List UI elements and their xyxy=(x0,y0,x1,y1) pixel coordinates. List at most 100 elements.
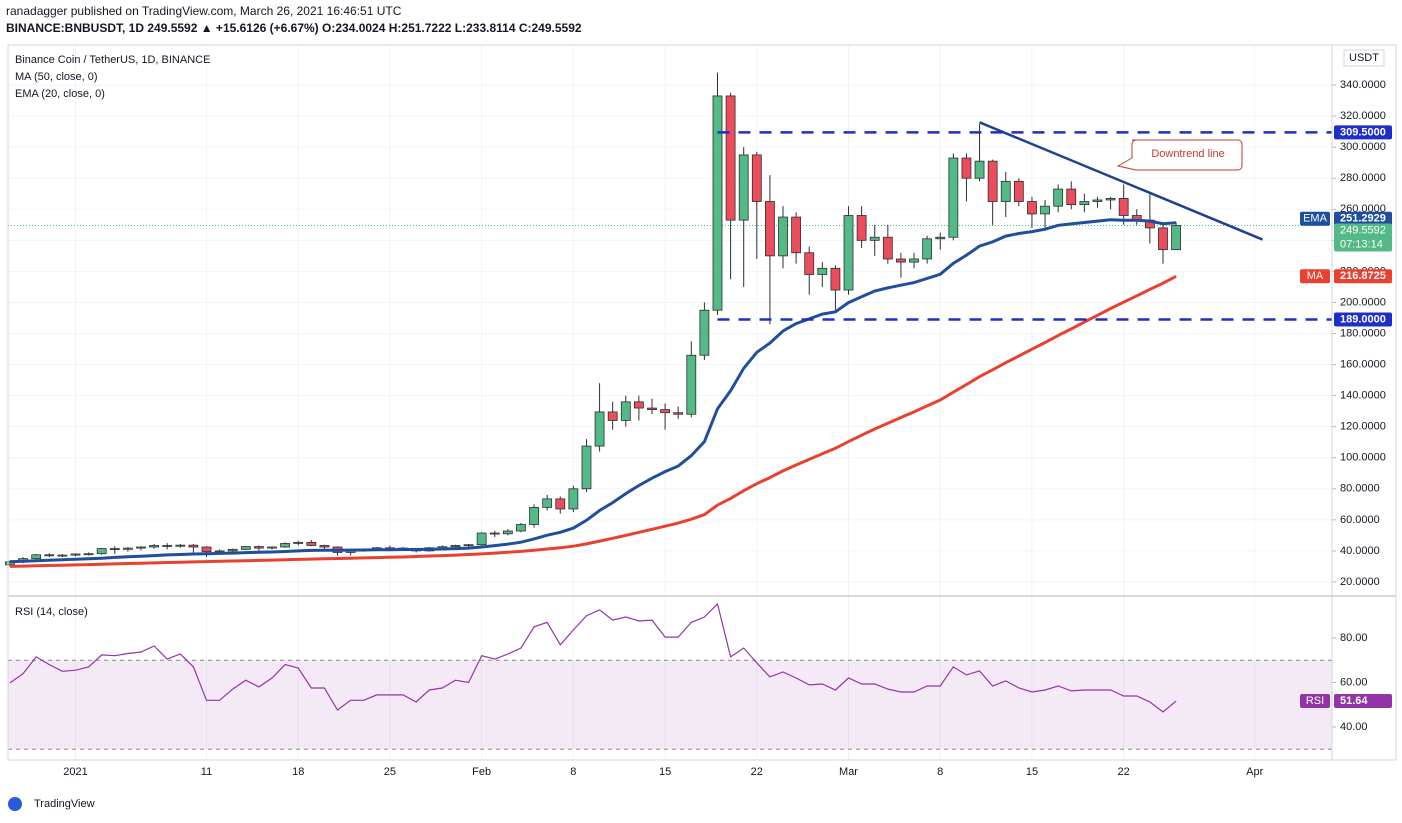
candle-body xyxy=(568,488,579,510)
axis-badge-label: 51.64 xyxy=(1340,695,1368,707)
y-tick-label: 300.0000 xyxy=(1340,141,1386,153)
candle-body xyxy=(31,554,42,560)
axis-badge xyxy=(1334,312,1392,327)
candle-body xyxy=(293,541,304,544)
rsi-tick-label: 60.00 xyxy=(1340,676,1368,688)
series-tag xyxy=(1300,694,1330,709)
candle-body xyxy=(581,445,592,490)
rsi-title: RSI (14, close) xyxy=(15,606,88,618)
candle-body xyxy=(1079,201,1090,206)
axis-badge-label: 216.8725 xyxy=(1340,270,1386,282)
candle-body xyxy=(489,532,500,535)
candle-body xyxy=(1066,188,1077,206)
candle-body xyxy=(122,547,133,550)
y-tick-label: 120.0000 xyxy=(1340,421,1386,433)
candle-body xyxy=(1092,199,1103,202)
candle-body xyxy=(542,498,553,508)
candle-body xyxy=(896,258,906,263)
price-badge xyxy=(1334,223,1392,252)
unit-box xyxy=(1343,49,1385,67)
candle-body xyxy=(712,95,723,311)
x-tick-label: 25 xyxy=(384,766,396,778)
candle-body xyxy=(778,216,788,257)
candle-body xyxy=(555,498,566,510)
candle-body xyxy=(830,267,841,291)
candle-body xyxy=(1158,227,1168,251)
candle-body xyxy=(817,267,828,275)
series-tag xyxy=(1300,211,1330,226)
candle-body xyxy=(633,401,644,409)
candle-body xyxy=(804,252,815,275)
candle-body xyxy=(476,532,487,546)
x-tick-label: 15 xyxy=(659,766,671,778)
candle-body xyxy=(647,407,657,410)
candle-body xyxy=(149,545,159,548)
candle-body xyxy=(136,546,146,549)
series-tag-label: EMA xyxy=(1303,213,1328,225)
y-tick-label: 100.0000 xyxy=(1340,452,1386,464)
legend-ma: MA (50, close, 0) xyxy=(15,71,98,83)
axis-badge xyxy=(1334,125,1392,140)
y-tick-label: 180.0000 xyxy=(1340,327,1386,339)
series-tag-label: MA xyxy=(1307,270,1324,282)
series-tag xyxy=(1300,269,1330,284)
candle-body xyxy=(660,409,670,414)
x-tick-label: Mar xyxy=(839,766,858,778)
y-tick-label: 160.0000 xyxy=(1340,358,1386,370)
candle-body xyxy=(961,157,972,179)
candle-body xyxy=(109,548,120,550)
series-tag-label: RSI xyxy=(1306,695,1324,707)
candle-body xyxy=(935,236,946,240)
axis-badge-label: 251.2929 xyxy=(1340,213,1386,225)
candle-body xyxy=(620,401,631,421)
candle-body xyxy=(738,154,749,221)
candle-body xyxy=(306,541,317,546)
unit-label: USDT xyxy=(1349,52,1379,64)
plot-layer: 2021 11 18 25 Feb 8 15 22 Mar 8 15 22 Apr 20.0000 40.0… xyxy=(5,45,1386,778)
quote-line: BINANCE:BNBUSDT, 1D 249.5592 ▲ +15.6126 … xyxy=(6,21,582,35)
publisher-line: ranadagger published on TradingView.com,… xyxy=(6,4,402,18)
candle-body xyxy=(5,561,15,566)
y-tick-label: 40.0000 xyxy=(1340,545,1380,557)
candle-body xyxy=(254,546,264,549)
candle-body xyxy=(699,309,710,356)
logo-icon xyxy=(8,797,22,811)
candle-body xyxy=(1040,205,1050,215)
x-tick-label: Apr xyxy=(1246,766,1263,778)
y-tick-label: 20.0000 xyxy=(1340,576,1380,588)
candle-body xyxy=(856,215,867,241)
candle-body xyxy=(725,95,736,221)
y-tick-label: 320.0000 xyxy=(1340,110,1386,122)
candle-body xyxy=(516,524,526,532)
candle-body xyxy=(83,553,94,556)
candle-body xyxy=(319,545,330,548)
x-tick-label: 8 xyxy=(937,766,943,778)
chart-title: Binance Coin / TetherUS, 1D, BINANCE xyxy=(15,54,210,66)
candle-body xyxy=(502,530,513,535)
y-tick-label: 140.0000 xyxy=(1340,390,1386,402)
y-tick-label: 80.0000 xyxy=(1340,483,1380,495)
callout-text: Downtrend line xyxy=(1151,148,1224,160)
candle-body xyxy=(791,216,802,254)
x-tick-label: 22 xyxy=(1118,766,1130,778)
candle-body xyxy=(607,411,618,421)
candle-body xyxy=(214,550,225,553)
callout-box xyxy=(1116,139,1243,171)
moving-average-line xyxy=(9,218,1177,564)
candle-body xyxy=(201,546,212,553)
candle-body xyxy=(162,545,173,547)
candle-body xyxy=(987,160,998,202)
candle-body xyxy=(948,157,959,238)
candle-body xyxy=(673,412,684,415)
rsi-tick-label: 80.00 xyxy=(1340,632,1368,644)
candle-body xyxy=(1171,225,1181,251)
y-tick-label: 340.0000 xyxy=(1340,79,1386,91)
y-tick-label: 60.0000 xyxy=(1340,514,1380,526)
candle-body xyxy=(280,543,291,548)
candle-body xyxy=(1053,188,1064,207)
candle-body xyxy=(974,160,985,179)
candle-body xyxy=(686,354,697,415)
candle-body xyxy=(1027,201,1037,215)
